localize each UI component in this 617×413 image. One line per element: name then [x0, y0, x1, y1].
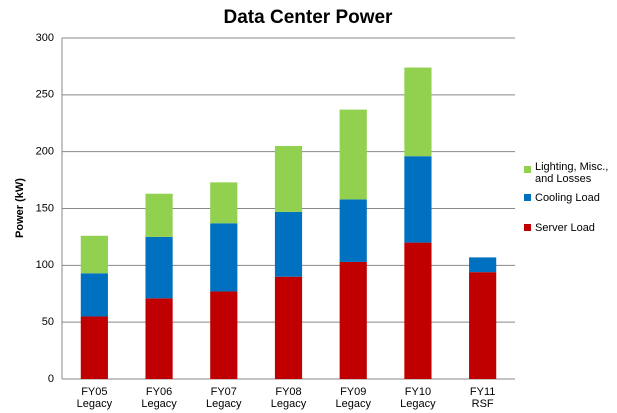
bar-segment: [339, 109, 367, 200]
legend-label: Cooling Load: [535, 192, 600, 204]
bar-segment: [469, 272, 497, 379]
bar-segment: [80, 273, 108, 317]
legend-swatch: [524, 194, 531, 201]
bar-segment: [274, 276, 303, 379]
bar-segment: [210, 182, 238, 224]
bar-segment: [210, 223, 238, 292]
x-tick-label: FY05 Legacy: [77, 386, 113, 410]
bar-segment: [469, 257, 497, 273]
y-tick-label: 250: [36, 89, 54, 101]
bar-segment: [210, 291, 238, 379]
legend-swatch: [524, 166, 531, 173]
y-tick-label: 0: [48, 373, 54, 385]
bar-segment: [339, 199, 367, 262]
x-tick-label: FY07 Legacy: [206, 386, 242, 410]
legend-swatch: [524, 224, 531, 231]
x-tick-label: FY08 Legacy: [271, 386, 307, 410]
bar-segment: [404, 242, 432, 379]
x-tick-label: FY10 Legacy: [400, 386, 436, 410]
bar-segment: [339, 261, 367, 379]
bar-segment: [145, 236, 173, 299]
bar-segment: [145, 298, 173, 379]
y-tick-label: 50: [42, 316, 54, 328]
x-tick-label: FY09 Legacy: [335, 386, 371, 410]
bar-segment: [274, 211, 303, 277]
bar-segment: [80, 235, 108, 274]
legend-label: Server Load: [535, 222, 595, 234]
y-axis-label: Power (kW): [14, 178, 26, 238]
bar-segment: [145, 193, 173, 237]
x-tick-label: FY06 Legacy: [141, 386, 177, 410]
y-tick-label: 150: [36, 202, 54, 214]
y-tick-label: 100: [36, 259, 54, 271]
chart-title: Data Center Power: [224, 7, 394, 28]
bar-segment: [404, 67, 432, 157]
bar-segment: [80, 316, 108, 379]
y-tick-label: 200: [36, 146, 54, 158]
x-tick-label: FY11 RSF: [470, 386, 495, 410]
y-tick-label: 300: [36, 32, 54, 44]
bar-segment: [404, 156, 432, 243]
bar-segment: [274, 145, 303, 212]
legend-label: Lighting, Misc., and Losses: [535, 161, 608, 185]
